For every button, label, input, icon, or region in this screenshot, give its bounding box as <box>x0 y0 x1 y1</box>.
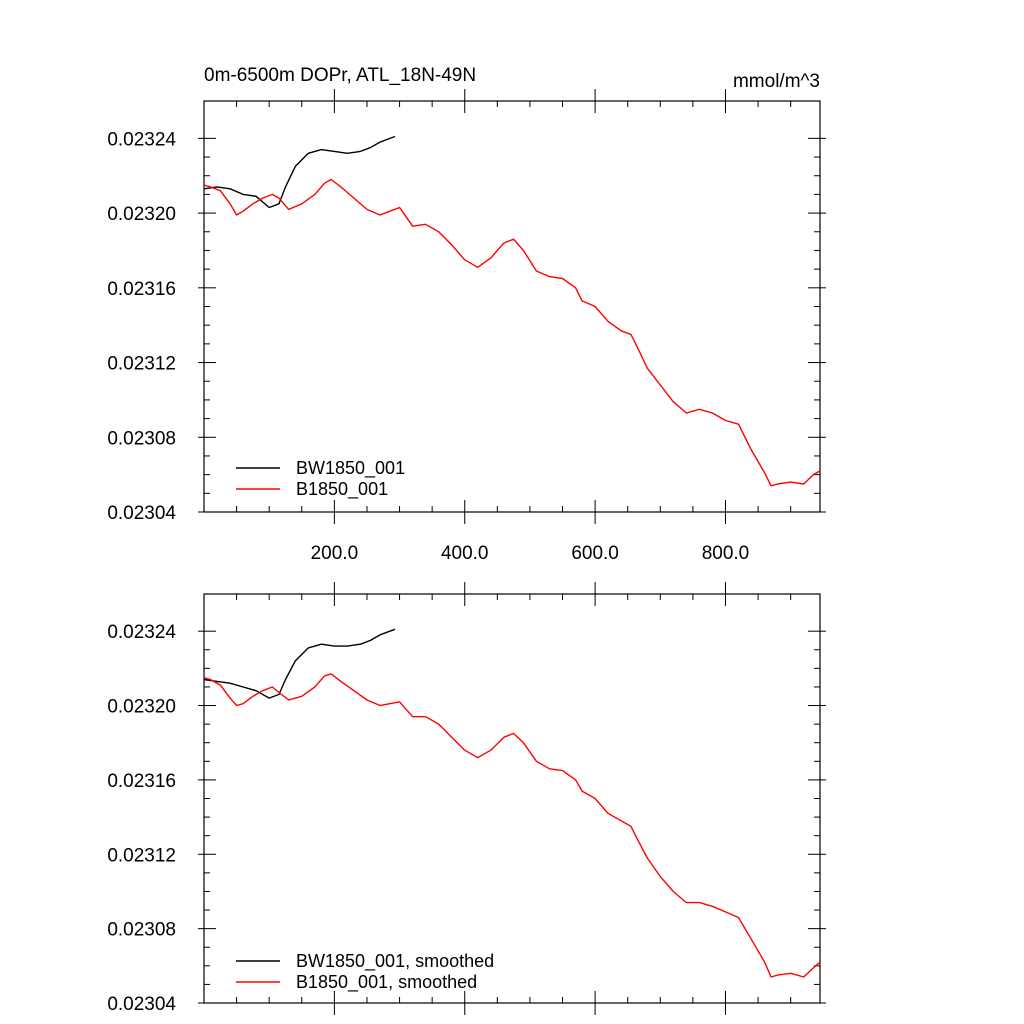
y-tick-label: 0.02304 <box>107 994 176 1015</box>
plot-frame <box>203 100 821 513</box>
y-tick-label: 0.02324 <box>107 622 176 643</box>
y-tick-label: 0.02308 <box>107 920 176 941</box>
y-tick-label: 0.02316 <box>107 279 176 300</box>
y-tick-label: 0.02320 <box>107 204 176 225</box>
legend-label: BW1850_001 <box>296 458 405 479</box>
y-tick-label: 0.02320 <box>107 697 176 718</box>
chart-title: 0m-6500m DOPr, ATL_18N-49N <box>204 65 476 86</box>
y-tick-label: 0.02308 <box>107 428 176 449</box>
legend-label: BW1850_001, smoothed <box>296 951 494 972</box>
units-label: mmol/m^3 <box>733 71 820 92</box>
bottom-panel: 0.02304 0.02308 0.02312 0.02316 0.02320 0.023… <box>107 582 826 1015</box>
y-tick-label: 0.02316 <box>107 771 176 792</box>
top-panel: 0.02304 0.02308 0.02312 0.02316 0.02320 0.023… <box>107 65 826 564</box>
y-tick-label: 0.02312 <box>107 845 176 866</box>
x-tick-label: 400.0 <box>441 543 489 564</box>
series-line-b1850-001 <box>203 178 821 487</box>
y-tick-label: 0.02324 <box>107 129 176 150</box>
x-tick-label: 600.0 <box>571 543 619 564</box>
legend-label: B1850_001 <box>296 479 388 500</box>
series-line-b1850-001-smoothed <box>203 673 821 978</box>
x-tick-label: 800.0 <box>702 543 750 564</box>
plot-frame <box>203 593 821 1004</box>
x-tick-label: 200.0 <box>311 543 359 564</box>
series-line-bw1850-001 <box>203 135 396 209</box>
legend-label: B1850_001, smoothed <box>296 972 477 993</box>
y-tick-label: 0.02304 <box>107 503 176 524</box>
y-tick-label: 0.02312 <box>107 354 176 375</box>
series-line-bw1850-001-smoothed <box>203 628 396 699</box>
